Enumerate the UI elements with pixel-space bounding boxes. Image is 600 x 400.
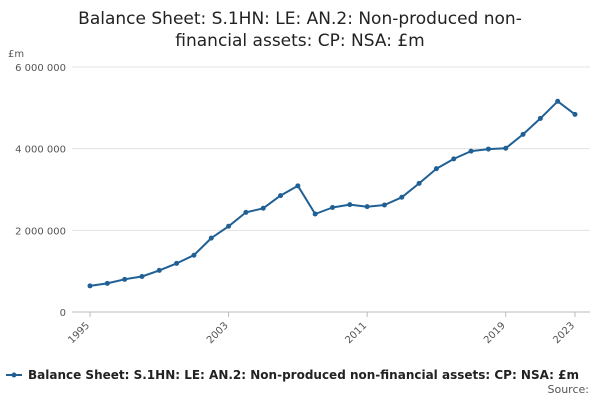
y-tick-label: 0 xyxy=(60,308,66,319)
data-point[interactable] xyxy=(191,252,197,258)
data-point[interactable] xyxy=(468,148,474,154)
chart-title-line-2: financial assets: CP: NSA: £m xyxy=(175,31,424,51)
data-point[interactable] xyxy=(208,235,214,241)
data-point[interactable] xyxy=(416,180,422,186)
chart-title-line-1: Balance Sheet: S.1HN: LE: AN.2: Non-prod… xyxy=(78,9,522,29)
data-point[interactable] xyxy=(330,204,335,210)
data-point[interactable] xyxy=(520,131,526,137)
data-point[interactable] xyxy=(503,145,509,151)
data-point[interactable] xyxy=(399,194,405,200)
y-tick-label: 4 000 000 xyxy=(15,145,66,156)
y-tick-label: 2 000 000 xyxy=(15,226,66,237)
data-point[interactable] xyxy=(485,146,491,152)
data-point[interactable] xyxy=(364,204,370,210)
series-line xyxy=(89,100,576,287)
x-tick-label: 2019 xyxy=(482,320,508,346)
x-axis-ticks: 1995 2003 2011 2019 2023 xyxy=(66,312,577,346)
data-point[interactable] xyxy=(156,267,162,273)
source-label: Source: xyxy=(548,383,590,396)
x-tick-label: 2003 xyxy=(205,320,231,346)
data-point[interactable] xyxy=(312,211,318,217)
data-point[interactable] xyxy=(174,260,180,266)
data-point[interactable] xyxy=(139,273,145,279)
data-point[interactable] xyxy=(555,98,561,104)
data-point[interactable] xyxy=(226,223,232,229)
legend-marker-icon xyxy=(11,372,17,378)
data-point[interactable] xyxy=(243,209,249,215)
data-point[interactable] xyxy=(433,166,439,172)
y-axis-tick-labels: 0 2 000 000 4 000 000 6 000 000 xyxy=(15,63,66,319)
data-point[interactable] xyxy=(278,193,284,199)
data-point[interactable] xyxy=(87,283,93,289)
data-point[interactable] xyxy=(104,280,110,286)
legend: Balance Sheet: S.1HN: LE: AN.2: Non-prod… xyxy=(6,368,579,382)
data-point[interactable] xyxy=(295,183,301,189)
data-point[interactable] xyxy=(347,202,353,208)
x-tick-label: 2011 xyxy=(343,320,369,346)
data-point[interactable] xyxy=(451,156,457,162)
legend-entry-label: Balance Sheet: S.1HN: LE: AN.2: Non-prod… xyxy=(28,368,579,382)
data-point[interactable] xyxy=(572,111,578,117)
x-tick-label: 2023 xyxy=(551,320,577,346)
data-point[interactable] xyxy=(381,202,387,208)
data-point[interactable] xyxy=(122,276,128,282)
data-point[interactable] xyxy=(260,205,266,211)
y-axis-unit-label: £m xyxy=(8,49,24,60)
series-layer xyxy=(87,98,578,289)
data-point[interactable] xyxy=(537,115,543,121)
x-tick-label: 1995 xyxy=(66,320,92,346)
y-tick-label: 6 000 000 xyxy=(15,63,66,74)
